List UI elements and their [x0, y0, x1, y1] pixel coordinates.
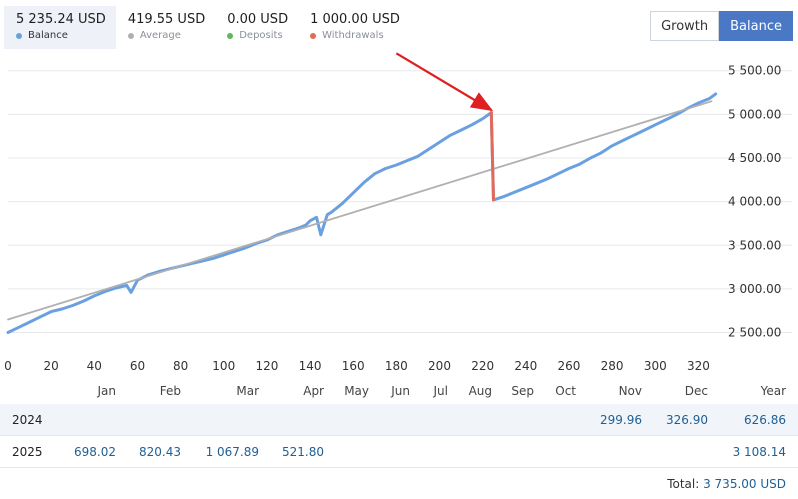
x-tick-label: 80: [173, 359, 188, 373]
average-series-line: [7, 100, 713, 321]
annotation-arrow: [395, 52, 494, 112]
month-header: Oct: [555, 384, 576, 398]
month-header: Jun: [391, 384, 410, 398]
x-tick-label: 40: [87, 359, 102, 373]
row-year: 2024: [12, 412, 43, 427]
stat-label: Withdrawals: [322, 30, 384, 41]
month-header: Aug: [468, 384, 492, 398]
month-value: 299.96: [600, 412, 642, 427]
x-tick-label: 0: [4, 359, 12, 373]
x-tick-label: 180: [385, 359, 408, 373]
y-tick-label: 4 000.00: [728, 195, 781, 209]
balance-button[interactable]: Balance: [719, 11, 793, 41]
balance-series-line: [6, 92, 718, 334]
month-value: 1 067.89: [205, 444, 259, 459]
withdrawal-series-line: [489, 111, 495, 202]
stat-value: 1 000.00 USD: [310, 12, 400, 27]
stat-label: Average: [139, 30, 181, 41]
balance-chart: 2 500.00 3 000.00 3 500.00 4 000.00 4 500.00…: [4, 52, 792, 373]
x-tick-label: 280: [601, 359, 624, 373]
month-header: May: [344, 384, 369, 398]
stat-balance[interactable]: 5 235.24 USD Balance: [4, 6, 116, 49]
average-dot-icon: [127, 32, 134, 39]
chart-mode-toggle: Growth Balance: [650, 11, 793, 41]
total-label: Total:: [667, 477, 700, 491]
month-header: Jan: [97, 384, 117, 398]
x-tick-label: 140: [299, 359, 322, 373]
row-year: 2025: [12, 444, 43, 459]
month-header: Dec: [684, 384, 708, 398]
month-header: Nov: [618, 384, 642, 398]
balance-dot-icon: [16, 32, 22, 39]
x-tick-label: 160: [342, 359, 365, 373]
stat-value: 419.55 USD: [127, 12, 206, 27]
stat-value: 0.00 USD: [227, 12, 289, 27]
month-header: Feb: [159, 384, 181, 398]
x-tick-label: 120: [255, 359, 278, 373]
year-total: 3 108.14: [732, 444, 786, 459]
x-tick-label: 320: [687, 359, 710, 373]
month-header: Apr: [303, 384, 324, 398]
withdrawals-dot-icon: [310, 32, 317, 39]
deposits-dot-icon: [227, 32, 234, 39]
y-tick-label: 2 500.00: [728, 326, 781, 340]
month-value: 521.80: [282, 444, 324, 459]
x-tick-label: 100: [212, 359, 235, 373]
growth-button[interactable]: Growth: [650, 11, 720, 41]
table-header: Jan Feb Mar Apr May Jun Jul Aug Sep Oct Nov Dec Year: [0, 378, 798, 404]
x-tick-label: 20: [44, 359, 59, 373]
month-header: Mar: [236, 384, 259, 398]
total-value: 3 735.00 USD: [703, 477, 786, 491]
total-summary: Total: 3 735.00 USD: [667, 477, 786, 491]
stat-average[interactable]: 419.55 USD Average: [116, 6, 215, 49]
table-row: 2024 299.96 326.90 626.86: [0, 404, 798, 436]
table-row: 2025 698.02 820.43 1 067.89 521.80 3 108.14: [0, 436, 798, 468]
month-value: 820.43: [139, 444, 181, 459]
y-tick-label: 3 000.00: [728, 282, 781, 296]
year-total: 626.86: [744, 412, 786, 427]
y-tick-label: 4 500.00: [728, 151, 781, 165]
y-tick-label: 5 500.00: [728, 64, 781, 78]
month-header: Jul: [433, 384, 448, 398]
month-value: 326.90: [666, 412, 708, 427]
month-value: 698.02: [74, 444, 116, 459]
stat-value: 5 235.24 USD: [16, 12, 106, 27]
x-tick-label: 260: [558, 359, 581, 373]
stat-withdrawals[interactable]: 1 000.00 USD Withdrawals: [298, 6, 410, 49]
stat-label: Deposits: [239, 30, 283, 41]
month-header: Sep: [511, 384, 534, 398]
y-tick-label: 5 000.00: [728, 107, 781, 121]
x-tick-label: 220: [471, 359, 494, 373]
year-header: Year: [760, 384, 786, 398]
stat-deposits[interactable]: 0.00 USD Deposits: [215, 6, 298, 49]
y-tick-label: 3 500.00: [728, 238, 781, 252]
monthly-table: Jan Feb Mar Apr May Jun Jul Aug Sep Oct Nov Dec Year…: [0, 378, 798, 468]
x-tick-label: 200: [428, 359, 451, 373]
stats-bar: 5 235.24 USD Balance 419.55 USD Average …: [4, 6, 410, 49]
x-tick-label: 60: [130, 359, 145, 373]
x-tick-label: 300: [644, 359, 667, 373]
x-tick-label: 240: [514, 359, 537, 373]
stat-label: Balance: [28, 30, 68, 41]
